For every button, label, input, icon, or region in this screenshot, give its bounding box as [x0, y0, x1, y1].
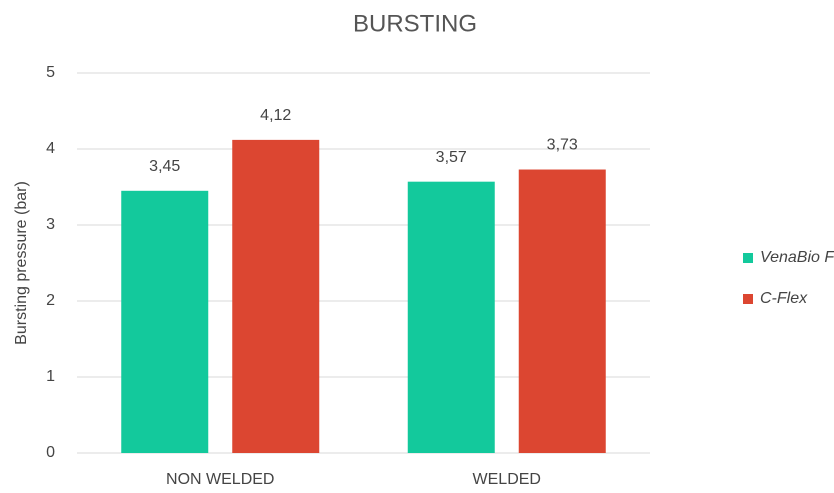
- chart-title: BURSTING: [353, 10, 477, 37]
- y-tick-label: 2: [46, 292, 55, 309]
- bar: [518, 169, 606, 453]
- y-axis-label: Bursting pressure (bar): [13, 181, 30, 345]
- y-tick-label: 5: [46, 64, 55, 81]
- bar: [407, 181, 495, 453]
- legend-label: VenaBio Flex: [760, 249, 834, 266]
- bar: [232, 139, 320, 453]
- legend: VenaBio Flex C-Flex: [743, 249, 834, 307]
- data-label: 4,12: [260, 107, 291, 124]
- legend-swatch: [743, 294, 753, 304]
- bar: [121, 190, 209, 454]
- data-label: 3,73: [547, 137, 578, 154]
- legend-label: C-Flex: [760, 290, 808, 307]
- legend-swatch: [743, 253, 753, 263]
- y-tick-label: 3: [46, 216, 55, 233]
- y-tick-label: 0: [46, 444, 55, 461]
- x-tick-label: WELDED: [473, 471, 541, 488]
- x-tick-label: NON WELDED: [166, 471, 274, 488]
- y-tick-label: 4: [46, 140, 55, 157]
- y-tick-label: 1: [46, 368, 55, 385]
- data-label: 3,45: [149, 158, 180, 175]
- data-label: 3,57: [436, 149, 467, 166]
